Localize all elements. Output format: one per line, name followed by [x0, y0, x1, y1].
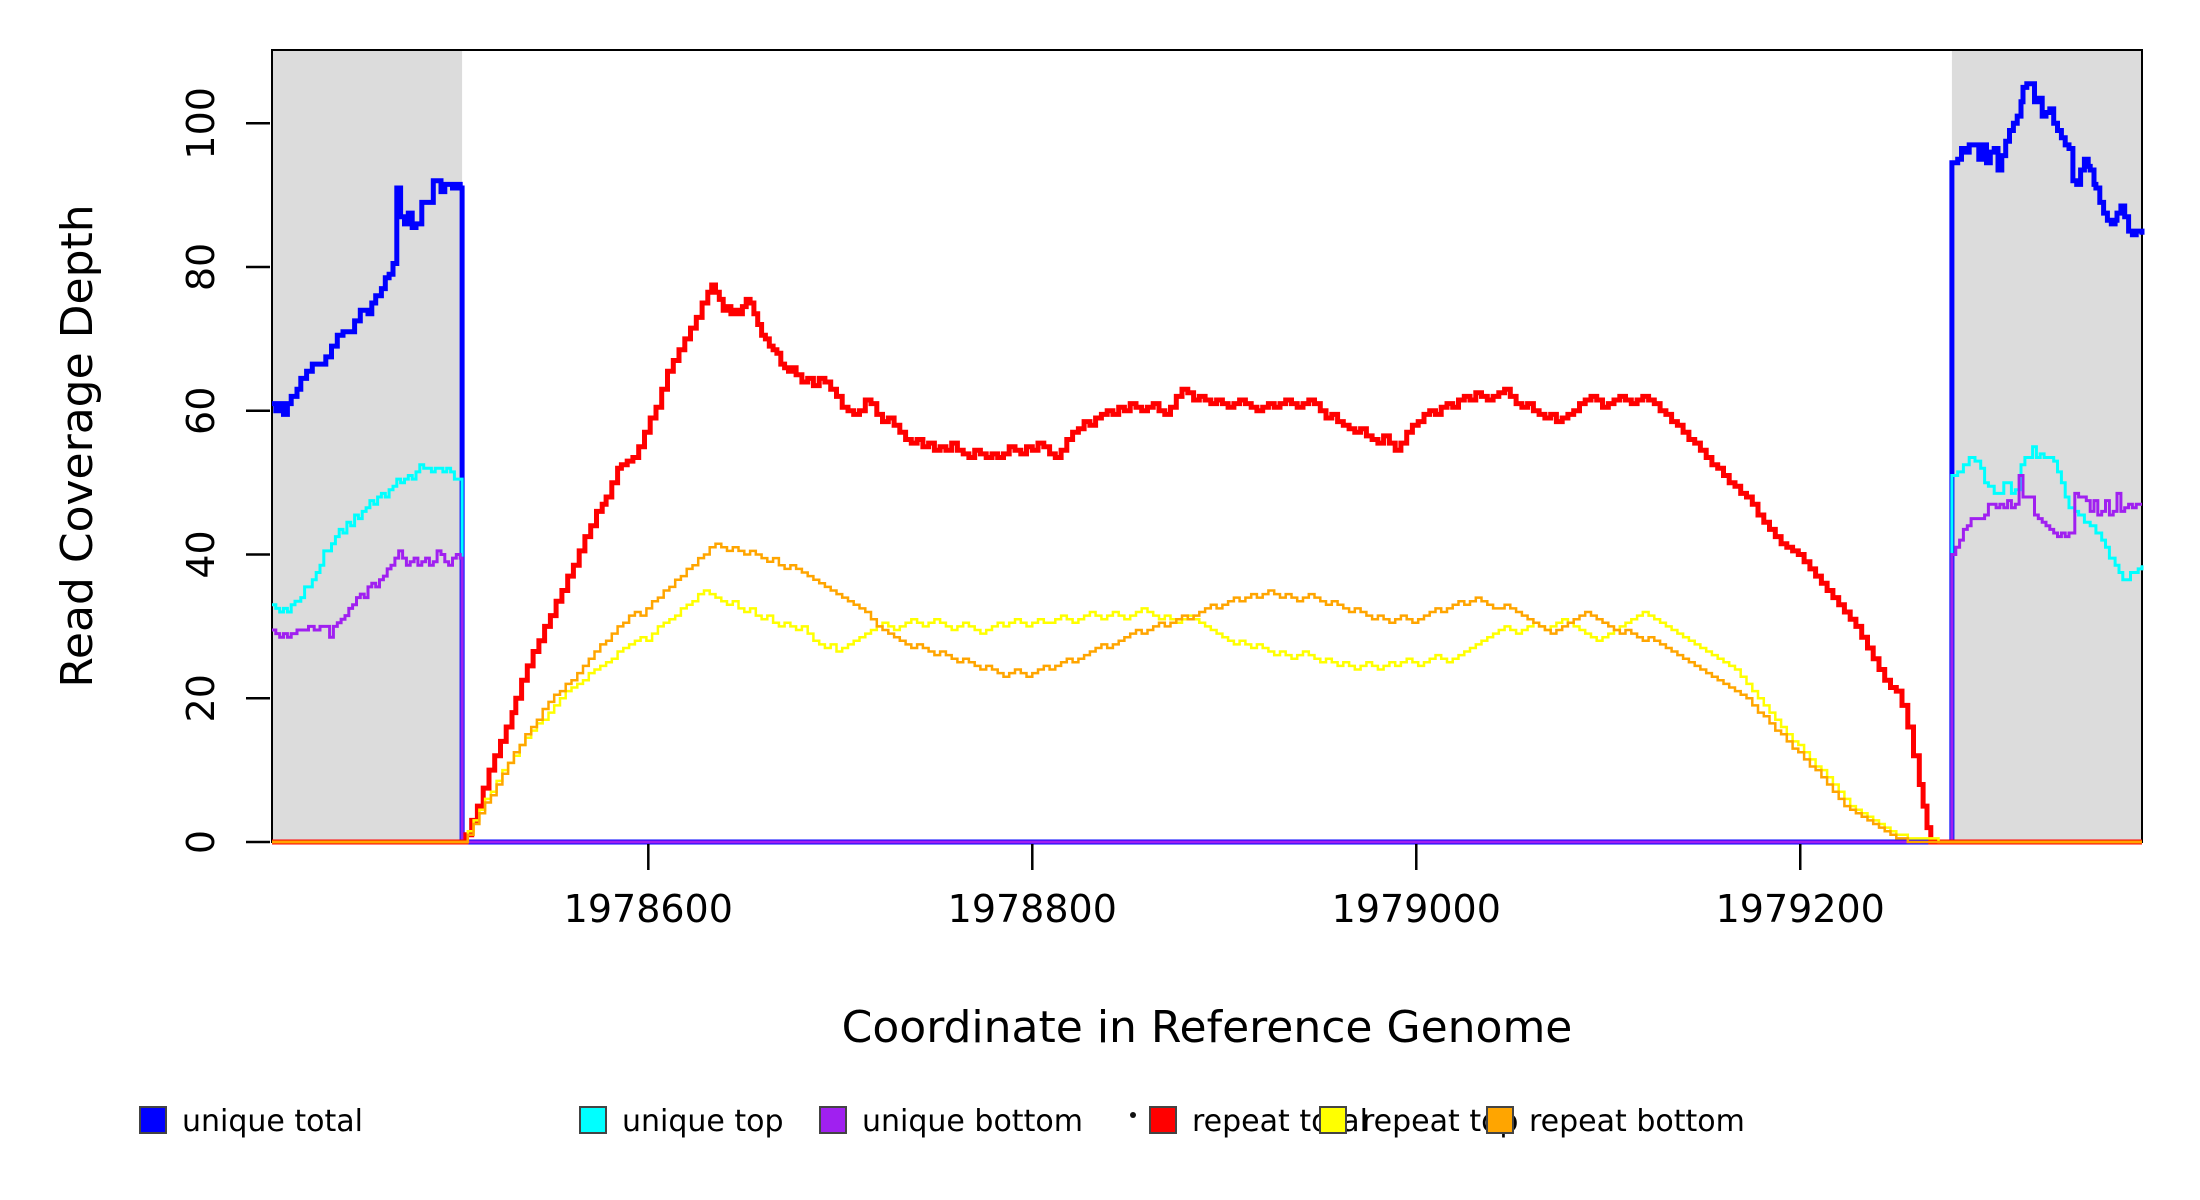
legend-swatch-repeat-bottom: [1486, 1106, 1514, 1134]
legend-swatch-unique-bottom: [819, 1106, 847, 1134]
legend-swatch-repeat-total: [1149, 1106, 1177, 1134]
legend-label-repeat-bottom: repeat bottom: [1529, 1104, 1745, 1139]
series-line-unique-total: [272, 81, 2145, 845]
x-axis-tick-label: 1979200: [1716, 887, 1885, 931]
legend-label-unique-total: unique total: [182, 1104, 363, 1139]
x-axis-tick-label: 1978600: [564, 887, 733, 931]
x-axis-tick-label: 1979000: [1332, 887, 1501, 931]
y-axis-tick-label: 100: [179, 87, 223, 160]
legend-swatch-unique-total: [139, 1106, 167, 1134]
stray-dot: [1130, 1112, 1136, 1118]
series-line-repeat-bottom: [272, 542, 2142, 844]
legend-swatch-unique-top: [579, 1106, 607, 1134]
shaded-region-left: [272, 50, 463, 842]
legend-label-unique-top: unique top: [622, 1104, 784, 1139]
x-axis-title: Coordinate in Reference Genome: [842, 1002, 1573, 1053]
y-axis-tick-label: 60: [179, 387, 223, 435]
y-axis-tick-label: 40: [179, 530, 223, 578]
legend-swatch-repeat-top: [1319, 1106, 1347, 1134]
legend-label-unique-bottom: unique bottom: [862, 1104, 1083, 1139]
series-line-unique-bottom: [272, 474, 2142, 844]
y-axis-tick-label: 80: [179, 243, 223, 291]
y-axis-tick-label: 0: [179, 830, 223, 854]
y-axis-tick-label: 20: [179, 674, 223, 722]
x-axis-tick-label: 1978800: [948, 887, 1117, 931]
shaded-region-right: [1951, 50, 2142, 842]
y-axis-title: Read Coverage Depth: [52, 204, 103, 687]
series-line-repeat-total: [272, 282, 2142, 845]
